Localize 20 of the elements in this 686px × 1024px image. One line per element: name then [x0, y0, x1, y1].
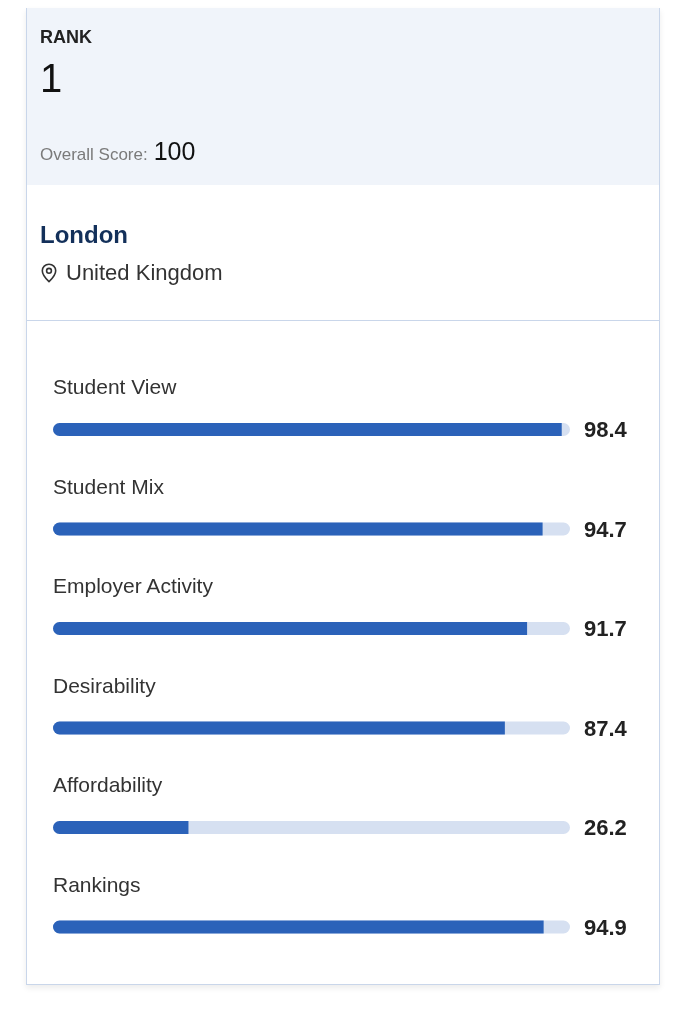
chart-title: London	[40, 220, 128, 250]
y-tick-label: Student Mix	[53, 474, 165, 498]
y-tick-label: Desirability	[53, 673, 157, 697]
chart-subtitle: United Kingdom	[66, 259, 223, 287]
data-label: 94.7	[584, 516, 627, 542]
data-label: 26.2	[584, 815, 627, 841]
y-tick-label: Affordability	[53, 773, 163, 797]
y-tick-label: Rankings	[53, 872, 141, 896]
data-label: 94.9	[584, 914, 627, 940]
data-label: 87.4	[584, 715, 628, 741]
text: Overall Score:	[40, 145, 148, 164]
text: RANK	[40, 26, 92, 48]
bar	[53, 423, 562, 436]
bar	[53, 821, 189, 834]
data-label: 91.7	[584, 616, 627, 642]
y-tick-label: Student View	[53, 375, 178, 399]
text: 1	[40, 56, 63, 100]
data-label: 98.4	[584, 417, 628, 443]
y-tick-label: Employer Activity	[53, 574, 214, 598]
text: 100	[153, 137, 196, 165]
